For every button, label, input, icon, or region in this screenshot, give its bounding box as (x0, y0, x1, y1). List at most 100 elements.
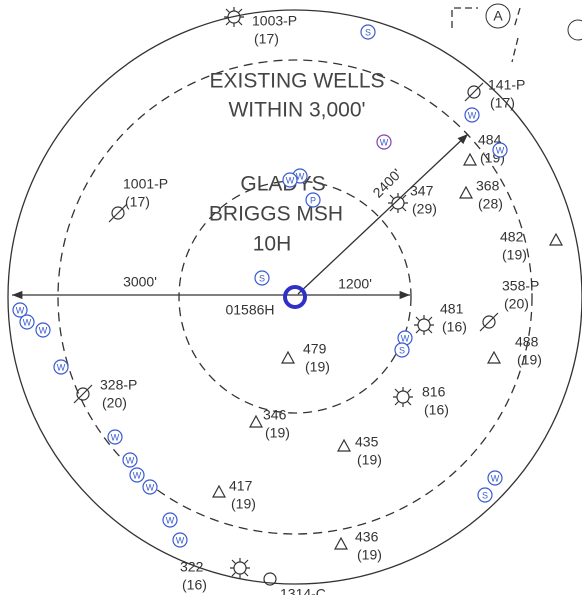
well-id: 417 (229, 478, 253, 494)
marker (464, 107, 480, 123)
well-id: 816 (422, 384, 446, 400)
well-symbol (111, 206, 125, 220)
subject-name: BRIGGS MSH (209, 203, 343, 226)
well-id: 479 (303, 341, 327, 357)
well-id: 1001-P (123, 176, 168, 192)
well-id: 488 (515, 334, 539, 350)
well-id: 484 (478, 132, 502, 148)
well-symbol (486, 350, 502, 364)
marker-letter: W (57, 362, 66, 372)
well-number: (17) (254, 31, 279, 47)
well-id: 436 (355, 529, 379, 545)
wells: 1003-P (17) 141-P (17) 484 (19) 1001-P (17) 347 (… (12, 7, 564, 595)
marker-letter: W (146, 482, 155, 492)
marker (305, 192, 321, 208)
well-symbol (76, 387, 90, 401)
marker-letter: W (166, 515, 175, 525)
well-symbol (248, 414, 264, 428)
marker (142, 479, 158, 495)
well-symbol (464, 82, 484, 102)
title: WITHIN 3,000' (228, 99, 365, 122)
well-symbol (230, 558, 250, 578)
well-id: 322 (180, 559, 204, 575)
well-number: (19) (231, 496, 256, 512)
marker-letter: W (16, 305, 25, 315)
subject-name: 10H (253, 233, 292, 256)
marker-letter: S (365, 27, 371, 37)
well-id: 435 (355, 434, 379, 450)
distance-arrow (297, 133, 469, 295)
subject-well (283, 285, 307, 309)
well-symbol (211, 484, 227, 498)
well-symbol (280, 350, 296, 364)
subject-id: 01586H (225, 302, 274, 318)
well-id: 1314-C (280, 586, 326, 595)
marker (12, 302, 28, 318)
well-number: (16) (442, 319, 467, 335)
outer-ring (7, 9, 582, 585)
well-symbol (333, 536, 349, 550)
middle-ring (57, 59, 533, 535)
well-number: (17) (125, 194, 150, 210)
marker (35, 322, 51, 338)
well-id: 482 (500, 229, 524, 245)
well-symbol (393, 387, 413, 407)
marker-letter: W (133, 470, 142, 480)
well-number: (29) (412, 201, 437, 217)
well-number: (20) (102, 395, 127, 411)
edge-symbol (567, 19, 582, 41)
marker (477, 487, 493, 503)
marker (376, 134, 392, 150)
marker (53, 359, 69, 375)
subject-name: GLADYS (240, 173, 325, 196)
marker (487, 470, 503, 486)
well-id: 328-P (100, 377, 137, 393)
callout: A (493, 8, 503, 24)
well-symbol (458, 185, 474, 199)
marker-letter: S (482, 490, 488, 500)
well-id: 368 (476, 178, 500, 194)
boundary (451, 7, 521, 63)
well-symbol (462, 152, 478, 166)
well-number: (19) (265, 425, 290, 441)
marker-letter: W (401, 333, 410, 343)
marker-letter: P (310, 195, 316, 205)
marker (129, 467, 145, 483)
well-symbol (414, 315, 434, 335)
well-symbol (224, 7, 244, 27)
marker-letter: W (111, 432, 120, 442)
marker-letter: W (176, 535, 185, 545)
marker-letter: W (296, 171, 305, 181)
marker-letter: W (23, 317, 32, 327)
well-number: (19) (502, 247, 527, 263)
well-symbol (467, 85, 481, 99)
marker-letter: W (286, 175, 295, 185)
well-number: (16) (424, 402, 449, 418)
well-number: (19) (357, 452, 382, 468)
marker (282, 172, 298, 188)
marker (162, 512, 178, 528)
well-number: (19) (517, 352, 542, 368)
well-id: 346 (263, 407, 287, 423)
well-symbol (73, 384, 93, 404)
well-symbol (263, 572, 277, 586)
marker (254, 270, 270, 286)
well-number: (17) (490, 95, 515, 111)
marker-letter: W (496, 145, 505, 155)
well-id: 481 (440, 301, 464, 317)
well-symbol (388, 193, 408, 213)
well-number: (20) (504, 296, 529, 312)
marker (122, 452, 138, 468)
distance-label: 1200' (338, 276, 372, 292)
well-symbol (482, 315, 496, 329)
well-symbol (108, 203, 128, 223)
well-number: (19) (305, 359, 330, 375)
marker (394, 342, 410, 358)
well-id: 141-P (488, 77, 525, 93)
well-symbol (548, 232, 564, 246)
marker-letter: S (399, 345, 405, 355)
well-number: (19) (357, 547, 382, 563)
marker-letter: W (468, 110, 477, 120)
callout-circle (485, 3, 511, 29)
